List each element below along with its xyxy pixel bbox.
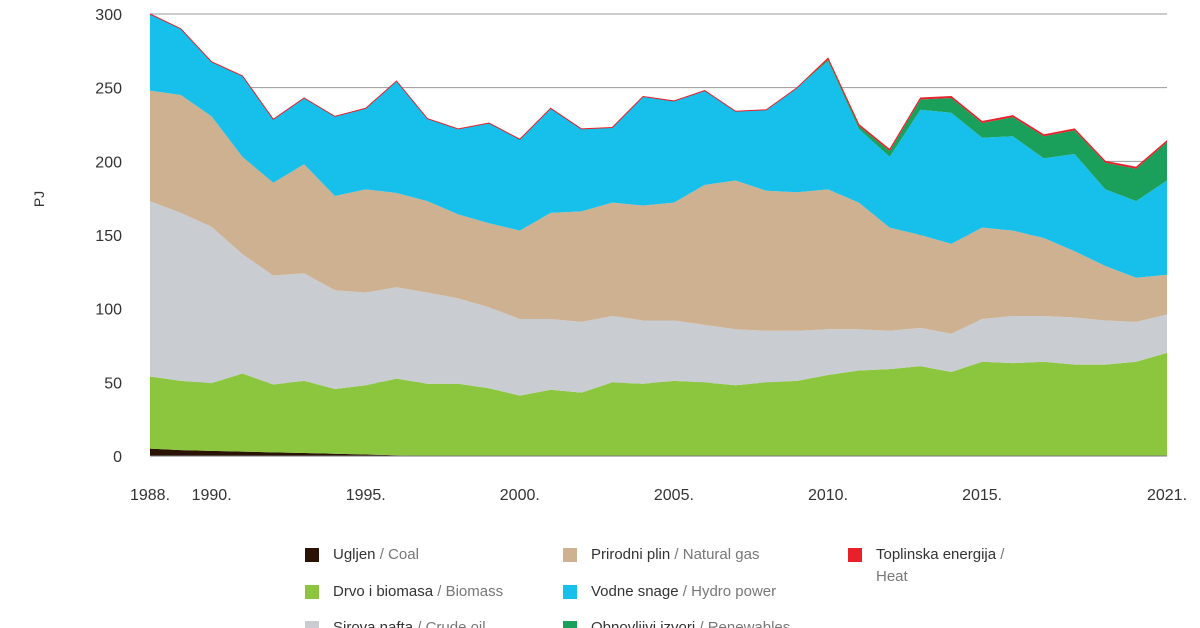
area-hydro-power (150, 14, 1167, 278)
legend-swatch-renewables (563, 621, 577, 628)
x-tick-label: 2005. (654, 487, 694, 504)
legend-item-heat: Toplinska energija / Heat (848, 544, 1004, 588)
legend-label-hr: Toplinska energija (876, 546, 997, 563)
x-tick-label: 1990. (192, 487, 232, 504)
legend-item-biomass: Drvo i biomasa / Biomass (305, 581, 503, 603)
legend-label-hr: Vodne snage (591, 583, 679, 600)
total-outline (149, 13, 1168, 168)
legend-label-en: Natural gas (682, 546, 760, 563)
area-series (149, 13, 1168, 456)
legend-item-natural-gas: Prirodni plin / Natural gas (563, 544, 759, 566)
legend-label-hr: Prirodni plin (591, 546, 671, 563)
legend-label-en: Hydro power (691, 583, 777, 600)
y-tick-label: 50 (104, 375, 122, 392)
x-tick-label: 1988. (130, 487, 170, 504)
legend-swatch-heat (848, 548, 862, 562)
x-tick-label: 2010. (808, 487, 848, 504)
legend-swatch-coal (305, 548, 319, 562)
legend-swatch-crude-oil (305, 621, 319, 628)
area-biomass (150, 352, 1167, 456)
legend-label-en: Biomass (445, 583, 504, 600)
y-tick-label: 0 (113, 449, 122, 466)
axes: 0 50 100 150 200 250 300 1988. 1990. 1995. 2000. 20… (95, 7, 1187, 504)
legend: Ugljen / Coal Drvo i biomasa / Biomass S… (300, 543, 1200, 628)
x-tick-label: 2015. (962, 487, 1002, 504)
area-natural-gas (150, 90, 1167, 334)
legend-label-hr: Drvo i biomasa (333, 583, 434, 600)
y-tick-label: 150 (95, 228, 122, 245)
legend-label-en: Coal (388, 546, 419, 563)
legend-swatch-hydro-power (563, 585, 577, 599)
x-tick-label: 2021. (1147, 487, 1187, 504)
legend-item-crude-oil: Sirova nafta / Crude oil (305, 617, 486, 628)
area-coal (150, 448, 1167, 456)
legend-label-en: Heat (876, 568, 908, 585)
y-axis-title: PJ (31, 191, 47, 207)
legend-item-renewables: Obnovljivi izvori / Renewables (563, 617, 790, 628)
legend-item-hydro-power: Vodne snage / Hydro power (563, 581, 776, 603)
stacked-area-chart: 0 50 100 150 200 250 300 1988. 1990. 1995. 2000. 20… (31, 7, 1187, 504)
x-tick-label: 1995. (346, 487, 386, 504)
legend-label-en: Renewables (707, 619, 791, 628)
y-tick-label: 200 (95, 154, 122, 171)
legend-item-coal: Ugljen / Coal (305, 544, 419, 566)
y-tick-label: 300 (95, 7, 122, 24)
legend-label-hr: Sirova nafta (333, 619, 414, 628)
legend-label-hr: Ugljen (333, 546, 376, 563)
legend-swatch-biomass (305, 585, 319, 599)
legend-label-en: Crude oil (425, 619, 486, 628)
area-crude-oil (150, 201, 1167, 396)
x-tick-label: 2000. (500, 487, 540, 504)
y-tick-label: 100 (95, 302, 122, 319)
legend-swatch-natural-gas (563, 548, 577, 562)
legend-label-hr: Obnovljivi izvori (591, 619, 696, 628)
y-tick-label: 250 (95, 81, 122, 98)
